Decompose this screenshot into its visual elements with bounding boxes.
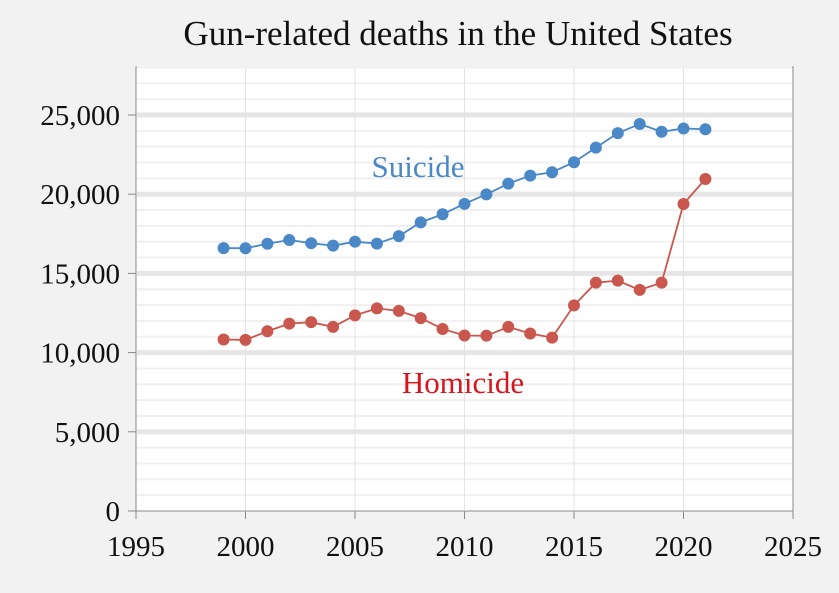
data-point-suicide bbox=[414, 216, 427, 229]
data-point-homicide bbox=[305, 316, 318, 329]
data-point-suicide bbox=[611, 127, 624, 140]
data-point-suicide bbox=[568, 156, 580, 169]
series-group bbox=[217, 117, 712, 346]
data-point-homicide bbox=[392, 304, 405, 317]
data-point-suicide bbox=[349, 235, 361, 248]
data-point-suicide bbox=[392, 230, 405, 243]
series-label-homicide: Homicide bbox=[402, 365, 524, 400]
gridlines bbox=[137, 66, 792, 511]
data-point-homicide bbox=[261, 325, 274, 338]
data-point-homicide bbox=[677, 197, 690, 210]
data-point-suicide bbox=[502, 177, 515, 190]
data-point-suicide bbox=[436, 208, 449, 221]
data-point-suicide bbox=[261, 237, 274, 250]
data-point-suicide bbox=[305, 237, 318, 250]
x-tick-label: 2005 bbox=[326, 531, 384, 563]
y-tick-label: 25,000 bbox=[40, 100, 120, 132]
data-point-suicide bbox=[239, 242, 252, 255]
data-point-suicide bbox=[633, 117, 646, 130]
x-tick-label: 2015 bbox=[545, 531, 603, 563]
data-point-homicide bbox=[633, 283, 646, 296]
data-point-homicide bbox=[458, 329, 471, 342]
data-point-homicide bbox=[480, 329, 493, 342]
data-point-homicide bbox=[502, 320, 515, 333]
data-point-suicide bbox=[480, 188, 493, 201]
data-point-homicide bbox=[611, 274, 624, 287]
y-tick-label: 5,000 bbox=[55, 417, 120, 449]
chart-title: Gun-related deaths in the United States bbox=[183, 14, 732, 53]
data-point-homicide bbox=[283, 317, 296, 330]
y-tick-label: 0 bbox=[106, 496, 121, 528]
data-point-suicide bbox=[677, 122, 690, 135]
x-tick-label: 2000 bbox=[217, 531, 275, 563]
data-point-homicide bbox=[217, 333, 230, 346]
x-tick-label: 1995 bbox=[107, 531, 165, 563]
data-point-suicide bbox=[370, 237, 383, 250]
data-point-suicide bbox=[546, 166, 559, 179]
y-tick-label: 10,000 bbox=[40, 338, 120, 370]
data-point-homicide bbox=[546, 331, 559, 344]
x-tick-label: 2025 bbox=[764, 531, 822, 563]
data-point-homicide bbox=[699, 173, 712, 186]
x-tick-label: 2020 bbox=[655, 531, 713, 563]
y-tick-label: 20,000 bbox=[40, 179, 120, 211]
x-tick-label: 2010 bbox=[436, 531, 494, 563]
data-point-suicide bbox=[589, 141, 602, 154]
data-point-homicide bbox=[436, 322, 449, 335]
data-point-homicide bbox=[239, 333, 252, 346]
data-point-homicide bbox=[589, 276, 602, 289]
data-point-suicide bbox=[699, 123, 712, 136]
data-point-suicide bbox=[655, 125, 668, 138]
data-point-suicide bbox=[524, 169, 537, 182]
data-point-homicide bbox=[327, 320, 340, 333]
data-point-homicide bbox=[524, 327, 537, 340]
data-point-suicide bbox=[217, 242, 230, 255]
data-point-homicide bbox=[370, 302, 383, 315]
y-tick-label: 15,000 bbox=[40, 258, 120, 290]
data-point-homicide bbox=[414, 312, 427, 325]
data-point-homicide bbox=[568, 299, 580, 312]
data-point-homicide bbox=[655, 276, 668, 289]
series-label-suicide: Suicide bbox=[372, 149, 465, 184]
data-point-suicide bbox=[283, 234, 296, 247]
data-point-homicide bbox=[349, 309, 361, 322]
axes: 1995 2000 2005 2010 2015 2020 2025 0 5,000 10,000… bbox=[40, 100, 822, 563]
data-point-suicide bbox=[327, 239, 340, 252]
data-point-suicide bbox=[458, 197, 471, 210]
